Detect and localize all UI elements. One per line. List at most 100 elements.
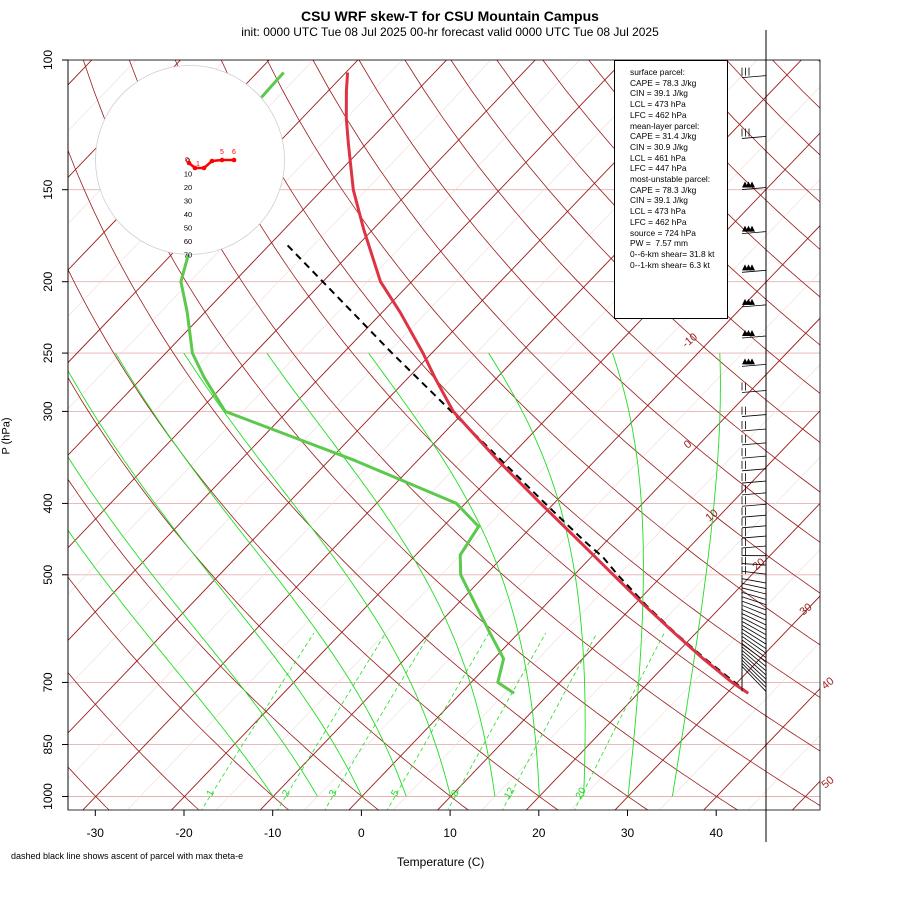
hodograph-ring-label: 10 [184,170,192,179]
grid-line [835,60,900,812]
dry-adiabat-line [266,60,820,646]
isotherm-label: 40 [820,675,837,692]
wind-flag [749,181,755,188]
wind-barb [741,496,767,507]
wind-barb-shaft [741,587,767,595]
wind-barb [741,128,767,139]
dry-adiabat-line [68,376,469,810]
hodograph-ring-label: 30 [184,197,192,206]
y-axis-label: P (hPa) [0,417,13,455]
precipitable-water: PW = 7.57 mm [630,238,688,249]
mixing-ratio-label: 3 [327,788,340,799]
hodograph-point [201,165,207,171]
hodograph-ring [95,65,285,255]
surface-lcl: LCL = 473 hPa [630,99,686,110]
wind-barb-shaft [741,503,767,507]
wind-flag [749,330,755,337]
wind-flag [749,298,755,305]
moist-adiabat-line [612,352,644,797]
wind-barb-shaft [741,390,767,393]
moist-adiabat-line [68,529,274,797]
x-tick-label: 20 [532,826,546,840]
surface-cape: CAPE = 78.3 J/kg [630,77,697,88]
x-tick-label: 40 [710,826,724,840]
shear-0-6km: 0--6-km shear= 31.8 kt [630,248,715,259]
wind-barb-shaft [741,653,767,676]
grid-line [68,60,492,502]
dry-adiabat-line [68,576,290,810]
wind-barb-shaft [741,363,767,367]
y-tick-label: 200 [41,271,55,291]
mean-cape: CAPE = 31.4 J/kg [630,131,697,142]
wind-barb-shaft [741,414,767,417]
wind-barb [741,298,767,308]
wind-barb [741,484,767,496]
surface-lfc: LFC = 462 hPa [630,109,687,120]
wind-barb-shaft [741,535,767,539]
wind-barb-shaft [741,592,767,600]
hodograph-height-label: 0 [185,157,189,164]
wind-barb [741,358,767,367]
grid-line [570,549,820,810]
mixing-ratio-line [574,632,665,810]
wind-barb-shaft [741,636,767,654]
grid-line [68,60,92,86]
wind-barb-shaft [741,428,767,432]
moist-adiabat-line [115,352,407,797]
wind-barb-shaft [741,649,767,672]
wind-barb-shaft [741,563,767,566]
wind-flag [749,358,755,365]
wind-barb-shaft [741,617,767,631]
chart-subtitle: init: 0000 UTC Tue 08 Jul 2025 00-hr for… [241,25,659,39]
mixing-ratio-label: 1 [205,788,218,799]
wind-barb-shaft [741,639,767,659]
most-unstable-parcel-header: most-unstable parcel: [630,174,711,185]
wind-barb-shaft [741,663,767,688]
wind-barb-shaft [741,231,767,235]
wind-barb [741,538,767,549]
dry-adiabat-line [726,60,820,156]
wind-barb [741,473,767,484]
wind-flag [749,264,755,271]
moist-adiabat-line [183,352,452,797]
y-tick-label: 150 [41,179,55,199]
dry-adiabat-line [220,60,820,698]
mu-cape: CAPE = 78.3 J/kg [630,184,697,195]
isotherm-line [879,60,900,812]
y-tick-label: 1000 [41,783,55,810]
wind-barb-shaft [741,492,767,496]
wind-barb [741,382,767,393]
grid-line [658,641,820,810]
temperature-profile [344,72,750,695]
parcel-ascent-line [284,241,749,694]
wind-barb-shaft [741,468,767,472]
hodograph-ring-label: 50 [184,224,192,233]
moist-adiabat-line [368,352,540,797]
wind-barb-shaft [741,582,767,589]
y-tick-label: 500 [41,564,55,584]
isotherm-line [68,60,93,86]
moist-adiabat-line [266,352,496,797]
hodograph-ring-label: 40 [184,210,192,219]
wind-barb-shaft [741,136,767,139]
wind-barb [741,264,767,273]
wind-barb-shaft [741,269,767,273]
wind-barb-shaft [741,442,767,446]
y-tick-label: 100 [41,50,55,70]
mu-cin: CIN = 39.1 J/kg [630,195,688,206]
x-tick-label: -20 [175,826,193,840]
wind-barb [741,596,767,606]
mean-layer-parcel-header: mean-layer parcel: [630,120,700,131]
surface-cin: CIN = 39.1 J/kg [630,88,688,99]
grid-line [215,178,820,810]
y-tick-label: 250 [41,343,55,363]
wind-barb-shaft [741,659,767,684]
wind-barb-shaft [741,624,767,640]
moist-adiabat-line [488,352,586,797]
wind-barb-shaft [741,455,767,459]
grid-line [879,60,900,812]
dry-adiabat-line [450,60,820,443]
grid-line [481,456,820,810]
wind-barb-shaft [741,646,767,667]
